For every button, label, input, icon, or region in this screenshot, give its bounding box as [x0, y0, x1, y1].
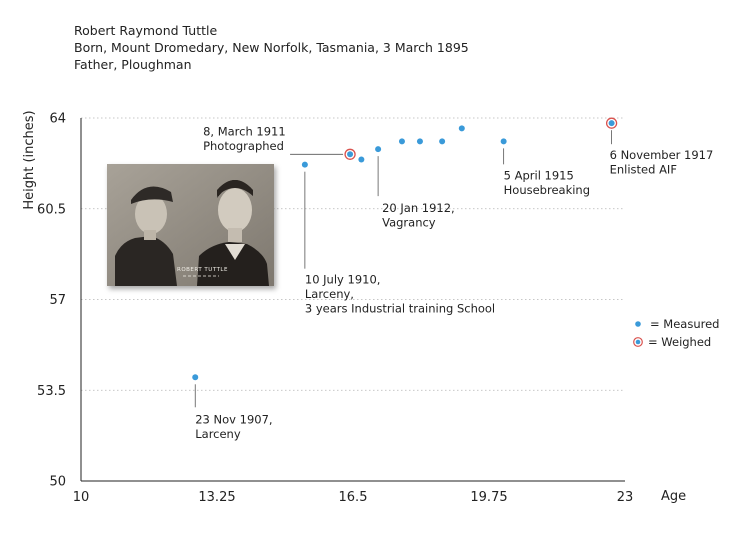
- x-tick-label: 16.5: [339, 490, 368, 505]
- annotation-text: 5 April 1915: [504, 168, 574, 182]
- measured-point: [301, 161, 308, 168]
- annotation-text: Enlisted AIF: [610, 163, 677, 177]
- annotation-text: Larceny: [195, 427, 241, 441]
- annotation-text: Housebreaking: [504, 183, 590, 197]
- y-tick-label: 57: [49, 293, 66, 308]
- annotation-text: 3 years Industrial training School: [305, 302, 495, 316]
- photo-caption: ROBERT TUTTLE: [177, 267, 228, 273]
- x-tick-label: 10: [73, 490, 90, 505]
- legend-measured-label: = Measured: [650, 317, 719, 331]
- measured-point: [358, 156, 365, 163]
- mugshot-photo: ROBERT TUTTLE: [107, 164, 274, 286]
- annotation-text: 23 Nov 1907,: [195, 412, 272, 426]
- measured-point: [347, 151, 354, 158]
- y-tick-label: 50: [49, 475, 66, 490]
- annotation-text: Vagrancy: [382, 216, 436, 230]
- y-tick-label: 60.5: [37, 202, 66, 217]
- measured-point: [375, 146, 382, 153]
- birth-info: Born, Mount Dromedary, New Norfolk, Tasm…: [74, 40, 469, 55]
- measured-point: [458, 125, 465, 132]
- measured-point: [608, 120, 615, 127]
- x-tick-label: 13.25: [198, 490, 235, 505]
- annotation-text: 20 Jan 1912,: [382, 201, 455, 215]
- measured-point: [439, 138, 446, 145]
- x-tick-label: 19.75: [470, 490, 507, 505]
- header-block: Robert Raymond Tuttle Born, Mount Dromed…: [74, 22, 469, 73]
- mugshot-image: ROBERT TUTTLE: [107, 164, 274, 286]
- legend-weighed-dot: [635, 339, 641, 345]
- measured-point: [500, 138, 507, 145]
- measured-point: [398, 138, 405, 145]
- annotation-text: Photographed: [203, 139, 284, 153]
- annotation-text: Larceny,: [305, 287, 354, 301]
- measured-point: [192, 374, 199, 381]
- x-tick-label: 23: [617, 490, 634, 505]
- annotation-text: 8, March 1911: [203, 124, 286, 138]
- annotation-text: 10 July 1910,: [305, 273, 381, 287]
- legend-measured-marker: [635, 321, 641, 327]
- y-tick-label: 53.5: [37, 384, 66, 399]
- father-info: Father, Ploughman: [74, 57, 192, 72]
- y-tick-label: 64: [49, 112, 66, 127]
- measured-point: [416, 138, 423, 145]
- x-axis-label: Age: [661, 489, 686, 504]
- subject-name: Robert Raymond Tuttle: [74, 23, 218, 38]
- legend-weighed-label: = Weighed: [648, 335, 711, 349]
- y-axis-label: Height (inches): [22, 110, 37, 209]
- annotation-text: 6 November 1917: [610, 148, 714, 162]
